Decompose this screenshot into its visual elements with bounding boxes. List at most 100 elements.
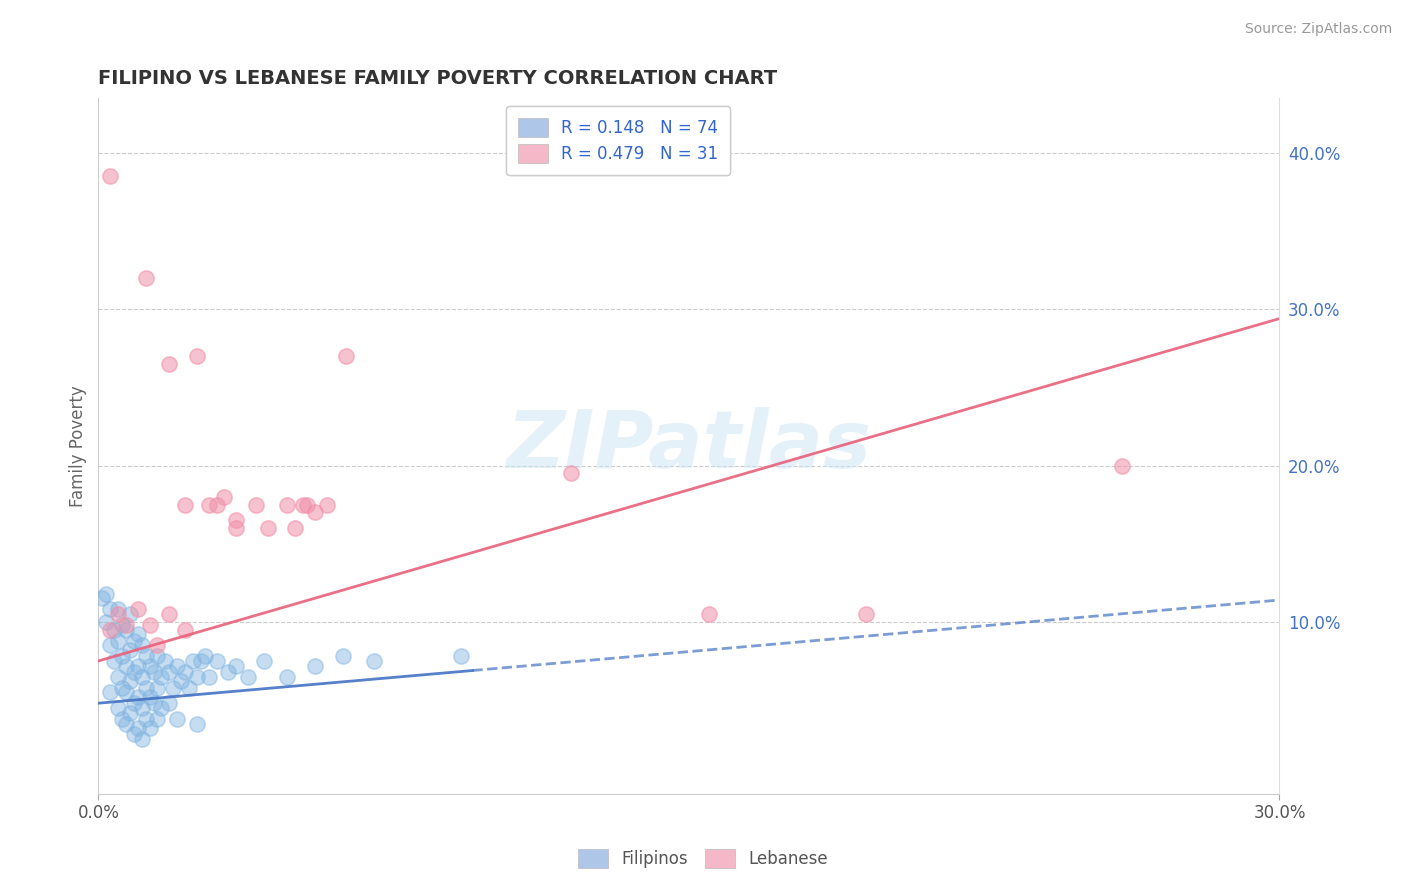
Point — [103, 623, 125, 637]
Point — [115, 658, 138, 673]
Point — [127, 658, 149, 673]
Point — [205, 654, 228, 668]
Point — [166, 658, 188, 673]
Point — [150, 670, 173, 684]
Point — [292, 498, 315, 512]
Point — [127, 602, 149, 616]
Point — [142, 665, 165, 679]
Point — [146, 638, 169, 652]
Point — [131, 670, 153, 684]
Point — [150, 701, 173, 715]
Point — [363, 654, 385, 668]
Point — [115, 618, 138, 632]
Point — [96, 587, 118, 601]
Point — [157, 357, 180, 371]
Point — [98, 169, 121, 184]
Point — [118, 674, 141, 689]
Point — [96, 615, 118, 629]
Point — [146, 649, 169, 664]
Point — [138, 658, 160, 673]
Point — [225, 521, 247, 535]
Point — [162, 681, 184, 695]
Point — [157, 607, 180, 621]
Point — [146, 712, 169, 726]
Point — [174, 498, 197, 512]
Point — [186, 670, 208, 684]
Point — [1111, 458, 1133, 473]
Point — [115, 623, 138, 637]
Point — [131, 701, 153, 715]
Point — [118, 643, 141, 657]
Point — [197, 498, 219, 512]
Point — [98, 638, 121, 652]
Point — [186, 349, 208, 363]
Point — [107, 701, 129, 715]
Y-axis label: Family Poverty: Family Poverty — [69, 385, 87, 507]
Point — [111, 712, 134, 726]
Point — [118, 607, 141, 621]
Point — [855, 607, 877, 621]
Point — [111, 649, 134, 664]
Point — [157, 696, 180, 710]
Point — [122, 665, 145, 679]
Point — [107, 607, 129, 621]
Point — [107, 633, 129, 648]
Point — [284, 521, 307, 535]
Point — [131, 732, 153, 747]
Point — [315, 498, 337, 512]
Point — [122, 696, 145, 710]
Point — [236, 670, 259, 684]
Point — [214, 490, 236, 504]
Point — [122, 633, 145, 648]
Point — [276, 670, 298, 684]
Point — [245, 498, 267, 512]
Point — [166, 712, 188, 726]
Point — [295, 498, 318, 512]
Point — [127, 627, 149, 641]
Point — [115, 685, 138, 699]
Point — [115, 716, 138, 731]
Point — [194, 649, 217, 664]
Text: ZIPatlas: ZIPatlas — [506, 407, 872, 485]
Point — [127, 690, 149, 704]
Point — [256, 521, 278, 535]
Point — [138, 690, 160, 704]
Point — [146, 681, 169, 695]
Point — [98, 602, 121, 616]
Point — [122, 727, 145, 741]
Point — [135, 681, 157, 695]
Point — [138, 721, 160, 735]
Point — [197, 670, 219, 684]
Point — [155, 654, 177, 668]
Point — [186, 716, 208, 731]
Point — [332, 649, 354, 664]
Point — [450, 649, 472, 664]
Point — [253, 654, 276, 668]
Legend: R = 0.148   N = 74, R = 0.479   N = 31: R = 0.148 N = 74, R = 0.479 N = 31 — [506, 106, 730, 175]
Point — [217, 665, 239, 679]
Point — [103, 654, 125, 668]
Point — [135, 712, 157, 726]
Point — [177, 681, 200, 695]
Point — [131, 638, 153, 652]
Point — [157, 665, 180, 679]
Point — [205, 498, 228, 512]
Legend: Filipinos, Lebanese: Filipinos, Lebanese — [572, 842, 834, 875]
Point — [697, 607, 720, 621]
Point — [135, 271, 157, 285]
Point — [138, 618, 160, 632]
Point — [335, 349, 357, 363]
Point — [174, 665, 197, 679]
Text: Source: ZipAtlas.com: Source: ZipAtlas.com — [1244, 22, 1392, 37]
Point — [91, 591, 114, 606]
Point — [304, 658, 326, 673]
Point — [170, 674, 193, 689]
Point — [98, 685, 121, 699]
Point — [560, 467, 582, 481]
Point — [142, 696, 165, 710]
Point — [225, 658, 247, 673]
Point — [181, 654, 204, 668]
Point — [304, 505, 326, 519]
Point — [98, 623, 121, 637]
Point — [127, 721, 149, 735]
